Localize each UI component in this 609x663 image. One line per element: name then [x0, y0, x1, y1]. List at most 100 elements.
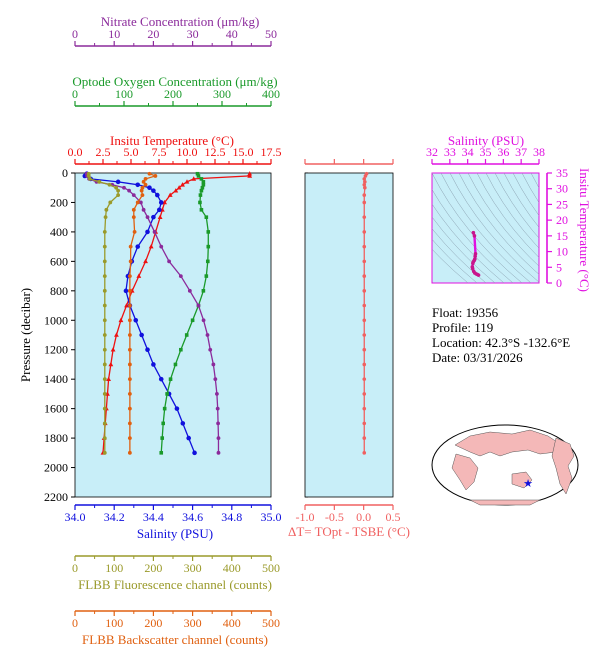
- ts-density-contour: [432, 189, 514, 283]
- oxygen-point: [162, 406, 167, 411]
- fluorescence-point: [102, 333, 107, 337]
- ts-salinity-axis-label: Salinity (PSU): [448, 133, 524, 148]
- nitrate-point: [215, 392, 219, 396]
- temperature-tick-label: 7.5: [152, 145, 167, 159]
- oxygen-axis-label: Optode Oxygen Concentration (μm/kg): [72, 74, 277, 89]
- backscatter-axis: 0 100 200 300 400 500: [72, 610, 280, 630]
- temperature-point: [191, 176, 197, 181]
- fluorescence-tick-label: 500: [262, 561, 280, 575]
- oxygen-tick-label: 200: [164, 87, 182, 101]
- oxygen-axis: 0 100 200 300 400: [72, 87, 280, 107]
- backscatter-point: [143, 176, 148, 181]
- delta-t-point: [362, 377, 367, 381]
- ts-salinity-tick-label: 33: [444, 145, 456, 159]
- fluorescence-point: [107, 182, 112, 187]
- delta-t-point: [362, 406, 367, 411]
- temperature-point: [143, 258, 148, 264]
- fluorescence-point: [97, 179, 102, 184]
- backscatter-point: [127, 303, 132, 308]
- salinity-point: [139, 332, 144, 338]
- fluorescence-point: [114, 185, 119, 190]
- temperature-point: [157, 214, 163, 219]
- temperature-point: [180, 182, 185, 187]
- delta-t-point: [362, 259, 367, 264]
- oxygen-point: [198, 200, 202, 205]
- oxygen-point: [199, 188, 204, 193]
- ts-salinity-tick-label: 36: [497, 145, 509, 159]
- salinity-point: [147, 185, 152, 191]
- fluorescence-point: [86, 174, 91, 178]
- salinity-point: [174, 406, 180, 411]
- nitrate-tick-label: 40: [226, 27, 238, 41]
- fluorescence-tick-label: 0: [72, 561, 78, 575]
- salinity-point: [158, 200, 164, 205]
- fluorescence-tick-label: 300: [184, 561, 202, 575]
- fluorescence-point: [102, 244, 107, 249]
- oxygen-point: [173, 362, 178, 367]
- oxygen-point: [165, 392, 169, 396]
- backscatter-point: [127, 421, 132, 426]
- temperature-point: [176, 185, 182, 190]
- fluorescence-axis: 0 100 200 300 400 500: [72, 555, 280, 575]
- backscatter-point: [127, 362, 132, 367]
- fluorescence-point: [102, 230, 107, 234]
- backscatter-tick-label: 200: [144, 616, 162, 630]
- nitrate-point: [131, 193, 136, 197]
- temperature-point: [136, 273, 142, 278]
- map-land-africa: [451, 453, 479, 491]
- nitrate-point: [211, 362, 216, 367]
- ts-point: [473, 251, 478, 256]
- fluorescence-tick-label: 200: [144, 561, 162, 575]
- ts-density-contour: [485, 173, 539, 249]
- salinity-axis: 34.0 34.2 34.4 34.6 34.8 35.0: [65, 504, 282, 524]
- fluorescence-tick-label: 100: [105, 561, 123, 575]
- nitrate-point: [216, 436, 221, 440]
- ts-density-contour: [440, 173, 532, 283]
- oxygen-point: [184, 333, 189, 337]
- fluorescence-point: [102, 392, 107, 396]
- ts-salinity-tick-label: 38: [533, 145, 545, 159]
- delta-t-axis: -1.0 -0.5 0.0 0.5: [296, 159, 401, 524]
- salinity-tick-label: 34.4: [143, 510, 164, 524]
- ts-density-contour: [432, 216, 496, 283]
- location-text: Location: 42.3°S -132.6°E: [432, 335, 570, 350]
- salinity-tick-label: 34.2: [104, 510, 125, 524]
- fluorescence-point: [102, 450, 107, 455]
- nitrate-tick-label: 10: [108, 27, 120, 41]
- salinity-point: [158, 376, 164, 382]
- nitrate-point: [201, 318, 206, 323]
- oxygen-point: [198, 193, 203, 197]
- salinity-point: [135, 182, 141, 188]
- oxygen-point: [179, 347, 183, 352]
- nitrate-point: [138, 200, 143, 205]
- salinity-point: [151, 188, 156, 193]
- map-land-eurasia: [454, 429, 561, 457]
- pressure-axis: 0 200 400 600 800 1000 1200 1400 1600 1800 2000 220…: [44, 166, 75, 504]
- delta-t-point: [362, 333, 367, 337]
- oxygen-point: [168, 377, 173, 381]
- temperature-tick-label: 10.0: [177, 145, 198, 159]
- salinity-tick-label: 34.8: [221, 510, 242, 524]
- fluorescence-point: [103, 215, 108, 220]
- fluorescence-tick-label: 400: [223, 561, 241, 575]
- delta-t-tick-label: 0.0: [356, 510, 371, 524]
- oxygen-point: [161, 421, 165, 426]
- backscatter-point: [127, 288, 132, 293]
- salinity-tick-label: 34.0: [65, 510, 86, 524]
- backscatter-tick-label: 500: [262, 616, 280, 630]
- salinity-point: [133, 317, 139, 323]
- ts-temperature-tick-label: 15: [556, 229, 568, 243]
- float-id-text: Float: 19356: [432, 305, 499, 320]
- backscatter-point: [127, 450, 132, 455]
- map-land-antarctica: [469, 499, 541, 506]
- delta-t-point: [362, 244, 367, 249]
- delta-t-point: [362, 392, 367, 396]
- ts-temperature-axis-label: Insitu Temperature (°C): [577, 168, 592, 292]
- salinity-axis-label: Salinity (PSU): [137, 526, 213, 541]
- delta-t-tick-label: -0.5: [325, 510, 344, 524]
- salinity-tick-label: 34.6: [182, 510, 203, 524]
- ts-density-contours: [432, 173, 539, 283]
- delta-t-point: [362, 347, 367, 352]
- delta-t-point: [363, 180, 367, 184]
